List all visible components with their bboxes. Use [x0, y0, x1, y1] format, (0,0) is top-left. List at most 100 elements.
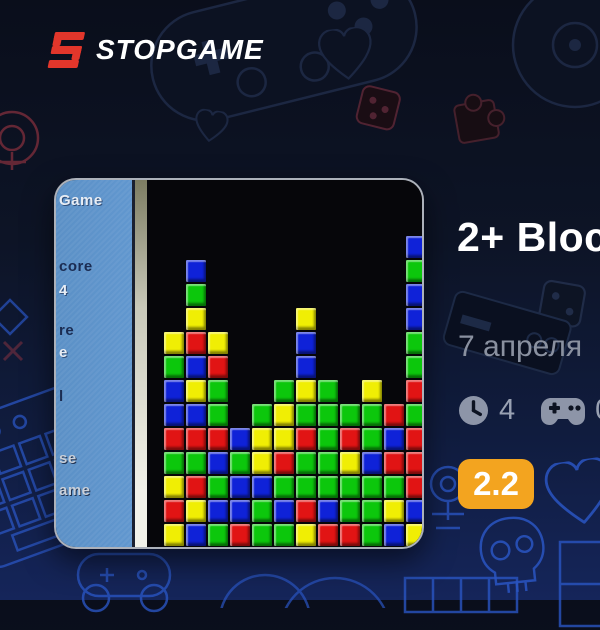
block-cell [405, 259, 422, 283]
block-cell [405, 403, 422, 427]
block-cell [405, 379, 422, 403]
block-cell [405, 499, 422, 523]
block-cell [317, 427, 339, 451]
block-cell [229, 475, 251, 499]
empty-cell [361, 331, 383, 355]
sidebar-text-fragment: ame [59, 482, 91, 499]
empty-cell [383, 331, 405, 355]
block-cell [273, 475, 295, 499]
empty-cell [273, 355, 295, 379]
empty-cell [339, 331, 361, 355]
block-cell [295, 307, 317, 331]
empty-cell [295, 259, 317, 283]
block-cell [405, 235, 422, 259]
game-screenshot-card[interactable]: Game core 4 re e l se ame [54, 178, 424, 549]
block-cell [185, 307, 207, 331]
empty-cell [163, 187, 185, 211]
empty-cell [207, 211, 229, 235]
block-cell [361, 475, 383, 499]
block-cell [185, 331, 207, 355]
empty-cell [251, 379, 273, 403]
block-cell [251, 427, 273, 451]
empty-cell [317, 259, 339, 283]
block-cell [405, 475, 422, 499]
empty-cell [229, 331, 251, 355]
empty-cell [361, 235, 383, 259]
empty-cell [317, 283, 339, 307]
block-cell [339, 499, 361, 523]
disc-doodle-icon [511, 0, 600, 109]
empty-cell [185, 187, 207, 211]
sidebar-text-fragment: se [59, 450, 77, 467]
block-cell [383, 427, 405, 451]
empty-cell [163, 307, 185, 331]
tetromino-doodle-icon [558, 540, 600, 628]
cross-doodle-icon [2, 340, 24, 362]
block-cell [339, 403, 361, 427]
sidebar-text-fragment: l [59, 388, 64, 405]
block-cell [295, 403, 317, 427]
block-cell [405, 331, 422, 355]
empty-cell [229, 355, 251, 379]
empty-cell [251, 307, 273, 331]
gamepad-icon [541, 397, 586, 425]
block-cell [361, 379, 383, 403]
empty-cell [383, 307, 405, 331]
block-cell [207, 427, 229, 451]
release-date: 7 апреля [458, 330, 583, 363]
empty-cell [405, 187, 422, 211]
block-cell [273, 499, 295, 523]
block-cell [317, 403, 339, 427]
empty-cell [339, 259, 361, 283]
block-cell [207, 475, 229, 499]
block-cell [405, 283, 422, 307]
block-cell [361, 403, 383, 427]
empty-cell [361, 355, 383, 379]
heart-doodle-icon [195, 108, 229, 143]
empty-cell [339, 235, 361, 259]
empty-cell [361, 187, 383, 211]
block-cell [229, 427, 251, 451]
block-cell [383, 499, 405, 523]
empty-cell [295, 187, 317, 211]
block-cell [339, 475, 361, 499]
block-cell [295, 379, 317, 403]
block-cell [295, 427, 317, 451]
logo-text: STOPGAME [96, 34, 264, 65]
block-cell [405, 451, 422, 475]
block-cell [163, 355, 185, 379]
game-title: 2+ Bloc [457, 214, 600, 260]
heart-doodle-icon [544, 456, 600, 525]
empty-cell [361, 283, 383, 307]
block-cell [317, 451, 339, 475]
skull-doodle-icon [479, 516, 545, 593]
block-cell [317, 379, 339, 403]
empty-cell [251, 331, 273, 355]
empty-cell [273, 259, 295, 283]
empty-cell [295, 283, 317, 307]
empty-cell [339, 307, 361, 331]
block-cell [207, 499, 229, 523]
empty-cell [207, 283, 229, 307]
empty-cell [251, 355, 273, 379]
empty-cell [207, 307, 229, 331]
empty-cell [251, 211, 273, 235]
empty-cell [317, 211, 339, 235]
block-cell [295, 523, 317, 547]
block-cell [185, 427, 207, 451]
sidebar-text-fragment: core [59, 258, 93, 275]
block-cell [207, 379, 229, 403]
stopgame-logo[interactable]: STOPGAME [46, 28, 264, 72]
block-cell [185, 499, 207, 523]
empty-cell [273, 235, 295, 259]
block-cell [185, 451, 207, 475]
block-cell [163, 499, 185, 523]
clock-icon [458, 395, 489, 426]
gamepad-doodle-icon [76, 552, 172, 613]
block-cell [339, 523, 361, 547]
empty-cell [383, 211, 405, 235]
empty-cell [273, 331, 295, 355]
block-cell [163, 427, 185, 451]
block-cell [317, 499, 339, 523]
block-cell [163, 403, 185, 427]
